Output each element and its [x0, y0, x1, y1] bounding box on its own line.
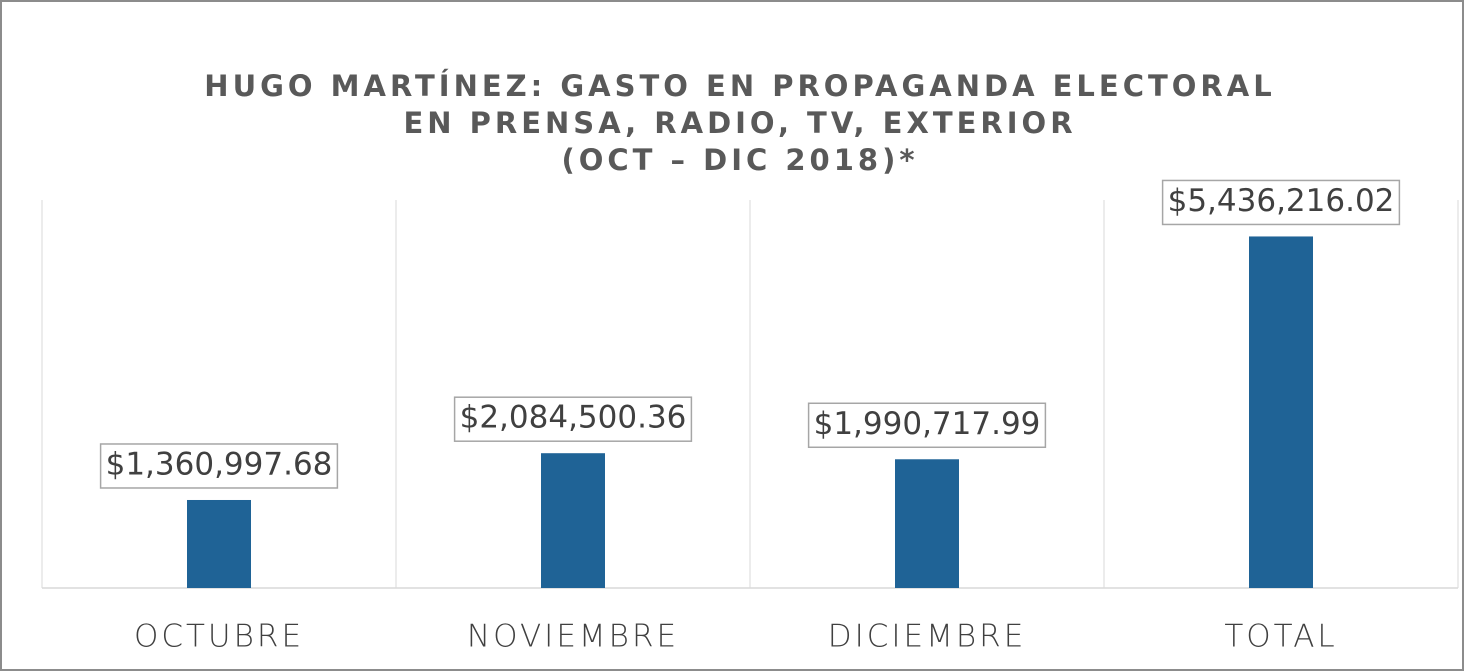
data-label-box: [453, 396, 693, 442]
x-tick-label: TOTAL: [1224, 619, 1337, 655]
data-label: $1,990,717.99: [814, 406, 1041, 442]
x-tick-label: NOVIEMBRE: [467, 619, 679, 655]
chart-title: (OCT – DIC 2018)*: [561, 143, 918, 177]
chart-title: HUGO MARTÍNEZ: GASTO EN PROPAGANDA ELECT…: [204, 69, 1275, 103]
chart-title: EN PRENSA, RADIO, TV, EXTERIOR: [403, 106, 1076, 140]
x-tick-label: DICIEMBRE: [828, 619, 1027, 655]
bar: [541, 453, 605, 588]
data-label-box: [807, 402, 1047, 449]
x-tick-label: OCTUBRE: [134, 619, 304, 655]
data-label: $5,436,216.02: [1168, 183, 1395, 219]
data-label-box: [99, 443, 339, 489]
bar: [187, 499, 251, 588]
data-label: $1,360,997.68: [106, 446, 333, 482]
data-label: $2,084,500.36: [460, 400, 687, 436]
bar: [1249, 236, 1313, 589]
data-label-box: [1161, 179, 1401, 226]
bar: [895, 459, 959, 588]
